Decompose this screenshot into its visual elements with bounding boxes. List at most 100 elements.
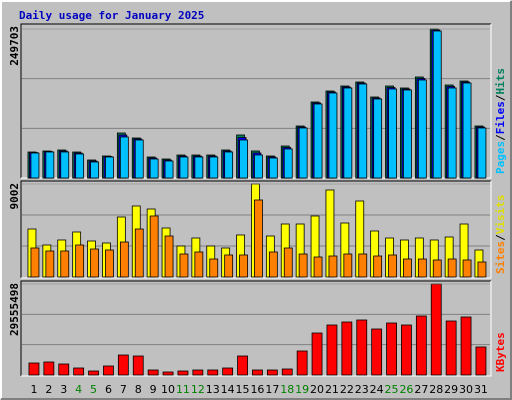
y-tick-label: 9002 <box>8 183 21 210</box>
bar <box>105 156 114 179</box>
bar <box>311 332 323 376</box>
bar <box>60 250 70 278</box>
x-tick-label: 25 <box>385 383 399 396</box>
bar <box>28 362 40 376</box>
bar <box>432 259 442 278</box>
bar <box>209 258 219 278</box>
bar <box>403 89 412 179</box>
bar <box>343 87 353 179</box>
bar <box>341 321 353 376</box>
bar <box>149 158 159 179</box>
legend-entry: KBytes <box>494 332 507 372</box>
x-tick-label: 18 <box>280 383 294 396</box>
legend-entry: Sites <box>494 241 507 274</box>
bar <box>239 254 248 278</box>
legend-entry: Hits <box>494 68 507 95</box>
bar <box>462 82 472 179</box>
bar <box>58 363 70 376</box>
bar <box>239 139 248 179</box>
bar <box>403 258 412 278</box>
bar <box>477 127 487 179</box>
x-tick-label: 21 <box>325 383 339 396</box>
bar <box>164 160 174 179</box>
bar <box>373 98 383 179</box>
legend: Pages/Files/Hits <box>494 68 507 174</box>
bar <box>401 324 412 376</box>
bar <box>177 370 189 376</box>
bar <box>30 152 40 179</box>
x-tick-label: 29 <box>444 383 458 396</box>
bar <box>179 253 189 278</box>
bar <box>447 258 457 278</box>
bar <box>30 247 40 278</box>
x-tick-label: 19 <box>295 383 309 396</box>
bar <box>268 251 278 278</box>
plot-border-light <box>21 181 492 279</box>
bar <box>45 151 55 179</box>
bar <box>224 254 234 278</box>
bar <box>356 319 368 376</box>
bar <box>328 255 338 278</box>
bar <box>296 350 308 376</box>
x-tick-label: 16 <box>250 383 264 396</box>
bar <box>117 354 129 376</box>
bar <box>343 253 353 278</box>
bar <box>75 153 85 179</box>
bar <box>373 255 383 278</box>
bar <box>371 328 383 376</box>
bar <box>447 87 457 179</box>
plot-border-dark <box>20 23 491 178</box>
bar <box>298 253 308 278</box>
legend-separator: / <box>494 94 507 101</box>
plot-border-dark <box>20 180 491 278</box>
x-tick-label: 22 <box>340 383 354 396</box>
bar <box>132 355 144 376</box>
bar <box>281 368 293 376</box>
x-tick-label: 9 <box>150 383 157 396</box>
bar <box>417 258 427 278</box>
bar <box>162 371 174 376</box>
bar <box>358 253 368 278</box>
bar <box>194 251 204 278</box>
bar <box>90 161 99 179</box>
bar <box>105 249 114 278</box>
bar <box>164 235 174 278</box>
bar <box>149 215 159 278</box>
x-tick-label: 30 <box>459 383 473 396</box>
x-tick-label: 17 <box>265 383 279 396</box>
bar <box>43 361 55 376</box>
bar <box>134 228 144 278</box>
bar <box>432 30 442 179</box>
bar <box>194 156 204 179</box>
y-tick-label: 29555498 <box>8 283 21 336</box>
legend: Sites/Visits <box>494 195 507 275</box>
bar <box>358 83 368 179</box>
bar <box>45 250 55 278</box>
x-tick-label: 14 <box>221 383 235 396</box>
bar <box>88 370 99 376</box>
plot-border-light <box>21 281 492 377</box>
bar <box>415 315 427 376</box>
bar <box>430 283 442 376</box>
bar <box>60 151 70 179</box>
x-tick-label: 4 <box>75 383 82 396</box>
bar <box>283 148 293 179</box>
bar <box>283 247 293 278</box>
x-tick-label: 28 <box>429 383 443 396</box>
bar <box>134 139 144 179</box>
bar <box>192 369 204 376</box>
bar <box>460 316 472 376</box>
chart-title: Daily usage for January 2025 <box>19 9 204 22</box>
x-tick-label: 7 <box>120 383 127 396</box>
bar <box>266 369 278 376</box>
bar <box>298 127 308 179</box>
bar <box>388 254 397 278</box>
bar <box>103 365 114 376</box>
legend-separator: / <box>494 134 507 141</box>
x-tick-label: 2 <box>45 383 52 396</box>
bar <box>388 88 397 179</box>
bar <box>237 355 248 376</box>
bar <box>313 103 323 179</box>
x-tick-label: 1 <box>30 383 37 396</box>
